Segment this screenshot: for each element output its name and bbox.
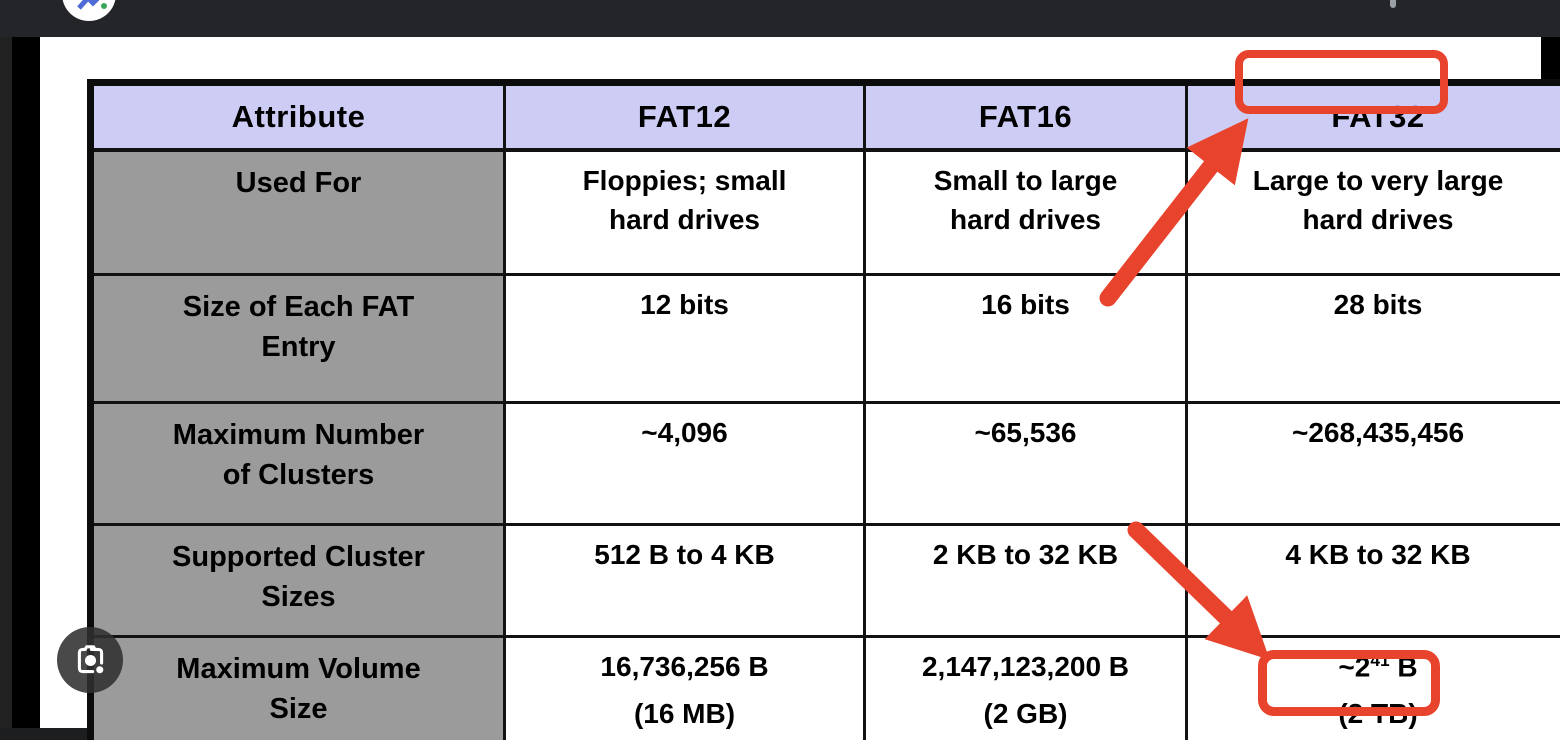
header-label: Attribute — [231, 99, 366, 134]
cell-fat16-max-volume: 2,147,123,200 B (2 GB) — [866, 638, 1188, 740]
row-cluster-sizes-label: Supported Cluster Sizes — [94, 526, 506, 638]
cell-fat12-cluster-sizes: 512 B to 4 KB — [506, 526, 866, 638]
row-fat-entry-size-label: Size of Each FAT Entry — [94, 276, 506, 404]
left-black-margin — [12, 37, 40, 728]
cell-fat16-entry-size: 16 bits — [866, 276, 1188, 404]
google-lens-button[interactable] — [57, 627, 123, 693]
cell-fat12-entry-size: 12 bits — [506, 276, 866, 404]
left-edge-strip — [0, 37, 12, 728]
cell-fat16-cluster-sizes: 2 KB to 32 KB — [866, 526, 1188, 638]
row-max-volume-label: Maximum Volume Size — [94, 638, 506, 740]
cell-fat32-used-for: Large to very large hard drives — [1188, 152, 1560, 276]
row-used-for-label: Used For — [94, 152, 506, 276]
fat-comparison-table: Attribute FAT12 FAT16 FAT32 Used For Flo… — [87, 79, 1560, 740]
header-fat12: FAT12 — [506, 86, 866, 152]
cell-fat16-used-for: Small to large hard drives — [866, 152, 1188, 276]
logo-glyph — [77, 0, 107, 10]
header-fat32: FAT32 — [1188, 86, 1560, 152]
image-canvas: Attribute FAT12 FAT16 FAT32 Used For Flo… — [40, 37, 1560, 740]
cell-fat32-max-volume: ~241 B (2 TB) — [1188, 638, 1560, 740]
fat32-max-volume-power: ~241 B — [1338, 650, 1418, 683]
header-fat16: FAT16 — [866, 86, 1188, 152]
cell-fat12-max-clusters: ~4,096 — [506, 404, 866, 526]
header-label: FAT16 — [978, 99, 1073, 134]
row-max-clusters-label: Maximum Number of Clusters — [94, 404, 506, 526]
header-attribute: Attribute — [94, 86, 506, 152]
cell-fat32-cluster-sizes: 4 KB to 32 KB — [1188, 526, 1560, 638]
header-label: FAT12 — [637, 99, 732, 134]
cell-fat12-max-volume: 16,736,256 B (16 MB) — [506, 638, 866, 740]
cell-fat32-max-clusters: ~268,435,456 — [1188, 404, 1560, 526]
viewer-top-bar — [0, 0, 1560, 37]
app-logo-icon[interactable] — [62, 0, 116, 21]
cell-fat12-used-for: Floppies; small hard drives — [506, 152, 866, 276]
cell-fat16-max-clusters: ~65,536 — [866, 404, 1188, 526]
menu-icon-partial — [1390, 0, 1396, 8]
cell-fat32-entry-size: 28 bits — [1188, 276, 1560, 404]
header-label: FAT32 — [1331, 99, 1425, 134]
lens-camera-icon — [77, 644, 103, 673]
